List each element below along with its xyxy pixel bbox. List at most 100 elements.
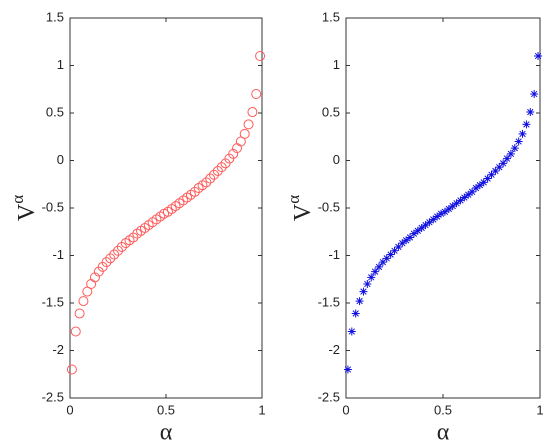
x-axis-label: α — [437, 420, 450, 444]
data-point — [201, 177, 212, 188]
data-point — [468, 187, 477, 196]
data-point — [409, 229, 418, 238]
y-tick-label: -1.5 — [42, 294, 64, 309]
data-point — [440, 207, 449, 216]
y-tick-label: 0.5 — [46, 104, 64, 119]
data-point — [437, 209, 446, 218]
data-point — [425, 218, 434, 227]
data-point — [205, 173, 216, 184]
data-point — [390, 246, 399, 255]
data-point — [483, 174, 492, 183]
data-point — [394, 242, 403, 251]
x-tick-label: 0 — [342, 402, 349, 417]
y-tick-label: 0.5 — [322, 104, 340, 119]
y-tick-label: -0.5 — [318, 199, 340, 214]
y-tick-label: -1 — [52, 247, 64, 262]
data-point — [460, 193, 469, 202]
data-point — [70, 326, 81, 337]
data-point — [363, 280, 372, 288]
data-point — [371, 267, 380, 276]
data-point — [479, 178, 488, 187]
data-point — [66, 364, 77, 375]
data-point — [495, 163, 504, 172]
data-point — [209, 169, 219, 180]
data-point — [522, 120, 531, 129]
data-point — [355, 297, 364, 306]
data-point — [74, 308, 85, 319]
data-point — [471, 184, 480, 193]
data-point — [243, 119, 254, 130]
data-point — [374, 262, 383, 271]
data-point — [413, 226, 422, 235]
data-point — [503, 154, 512, 163]
data-point — [514, 137, 523, 146]
data-point — [448, 202, 457, 211]
y-axis-label-sup: α — [8, 195, 27, 204]
data-point — [487, 170, 496, 179]
x-axis-label: α — [160, 420, 173, 444]
data-point — [378, 258, 387, 267]
y-tick-label: -1 — [328, 247, 340, 262]
y-tick-label: -2 — [328, 342, 340, 357]
data-point — [444, 204, 453, 213]
data-point — [421, 221, 430, 230]
data-point — [382, 254, 391, 263]
data-point — [491, 166, 500, 175]
data-point — [113, 245, 123, 256]
data-point — [216, 162, 227, 173]
y-axis-label: Vα — [8, 195, 40, 221]
y-tick-label: -0.5 — [42, 199, 64, 214]
data-point — [456, 196, 465, 205]
data-point — [402, 236, 411, 245]
y-tick-label: 0 — [57, 152, 64, 167]
x-tick-label: 0.5 — [434, 402, 452, 417]
data-point — [109, 249, 120, 260]
data-point — [518, 129, 527, 138]
plot-frame — [345, 17, 541, 399]
y-tick-label: 1 — [333, 57, 340, 72]
data-point — [343, 365, 352, 374]
data-point — [429, 215, 438, 224]
data-point — [116, 241, 127, 252]
data-point — [386, 250, 395, 259]
data-point — [526, 108, 535, 117]
y-tick-label: -2.5 — [318, 389, 340, 404]
data-point — [351, 309, 360, 318]
x-tick-label: 1 — [258, 402, 265, 417]
y-axis-label-base: V — [14, 203, 40, 221]
data-point — [212, 165, 223, 176]
data-point — [228, 148, 239, 159]
y-tick-label: 1.5 — [322, 9, 340, 24]
data-point — [534, 52, 543, 60]
data-point — [510, 144, 519, 153]
y-axis-label-base: V — [290, 203, 316, 221]
data-point — [101, 257, 112, 268]
y-tick-label: 0 — [333, 152, 340, 167]
data-point — [359, 287, 368, 296]
data-point — [475, 181, 484, 190]
y-axis-label: Vα — [284, 195, 316, 221]
data-point — [105, 253, 116, 264]
x-tick-label: 1 — [536, 402, 543, 417]
data-point — [506, 149, 515, 158]
data-point — [86, 279, 97, 289]
data-point — [433, 212, 442, 221]
data-point — [255, 51, 266, 61]
y-axis-label-sup: α — [284, 195, 303, 204]
data-point — [128, 232, 139, 243]
data-point — [452, 199, 461, 208]
y-tick-label: 1 — [57, 57, 64, 72]
data-point — [239, 128, 250, 139]
data-point — [251, 89, 262, 99]
data-point — [406, 233, 415, 242]
x-tick-label: 0.5 — [157, 402, 175, 417]
data-point — [247, 107, 258, 118]
data-point — [78, 296, 89, 307]
data-point — [417, 223, 426, 232]
data-point — [89, 272, 100, 283]
y-tick-label: -1.5 — [318, 294, 340, 309]
x-tick-label: 0 — [66, 402, 73, 417]
data-point — [189, 186, 200, 197]
